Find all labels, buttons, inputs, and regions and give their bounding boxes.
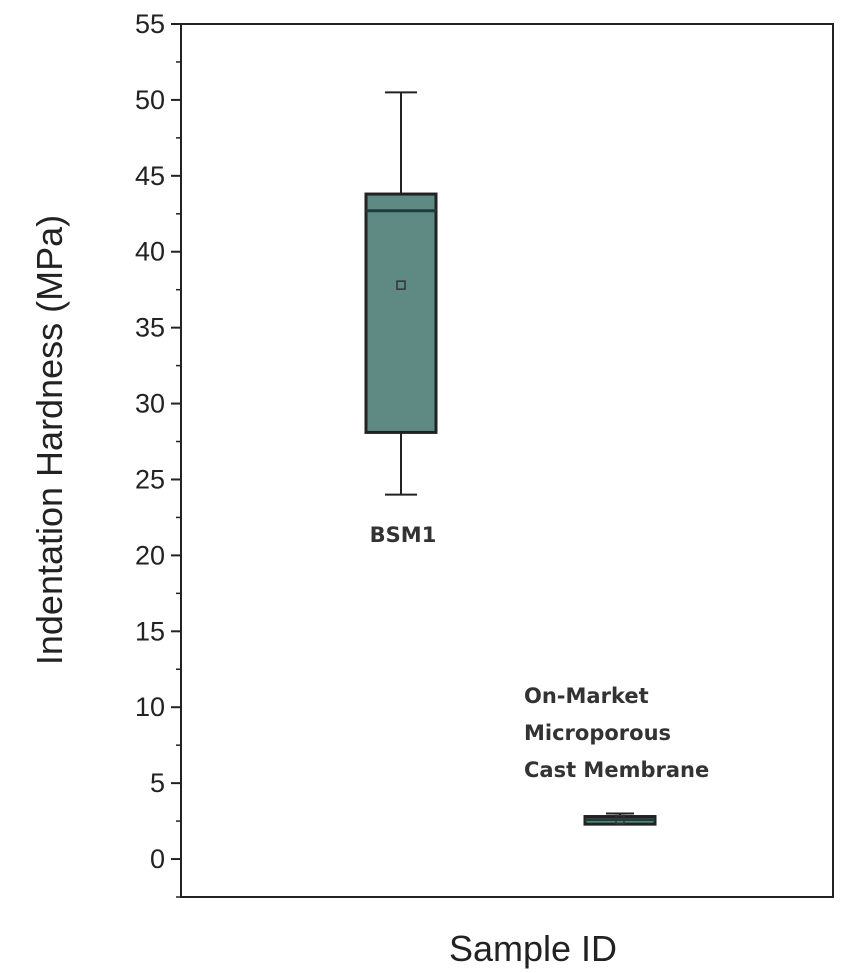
plot-area-frame [180,23,834,898]
y-tick-label: 20 [135,540,165,570]
box-label: BSM1 [370,523,437,547]
y-tick-label: 25 [135,464,165,494]
box-label-line: On-Market [524,684,649,708]
y-tick-label: 15 [135,616,165,646]
y-tick-label: 45 [135,161,165,191]
box-2: On-Market Microporous Cast Membrane [524,684,709,826]
y-tick-label: 5 [150,768,165,798]
y-axis: 0 5 10 15 20 25 30 35 40 45 50 55 [135,9,181,898]
y-tick-label: 10 [135,692,165,722]
y-tick-label: 30 [135,389,165,419]
x-axis-title: Sample ID [449,928,617,969]
y-axis-title: Indentation Hardness (MPa) [29,215,70,665]
box-label-line: Microporous [524,721,671,745]
box-iqr [364,192,438,434]
box-1: BSM1 [364,91,438,547]
mean-marker [615,814,625,825]
boxes: BSM1 On-Market Microporous Cast Membrane [364,91,709,826]
mean-marker [396,280,406,290]
y-tick-label: 35 [135,313,165,343]
y-tick-label: 55 [135,9,165,39]
y-tick-label: 40 [135,237,165,267]
box-label-line: Cast Membrane [524,758,709,782]
y-tick-label: 0 [150,844,165,874]
box-label: On-Market Microporous Cast Membrane [524,684,709,782]
box-label-line: BSM1 [370,523,437,547]
y-tick-label: 50 [135,85,165,115]
